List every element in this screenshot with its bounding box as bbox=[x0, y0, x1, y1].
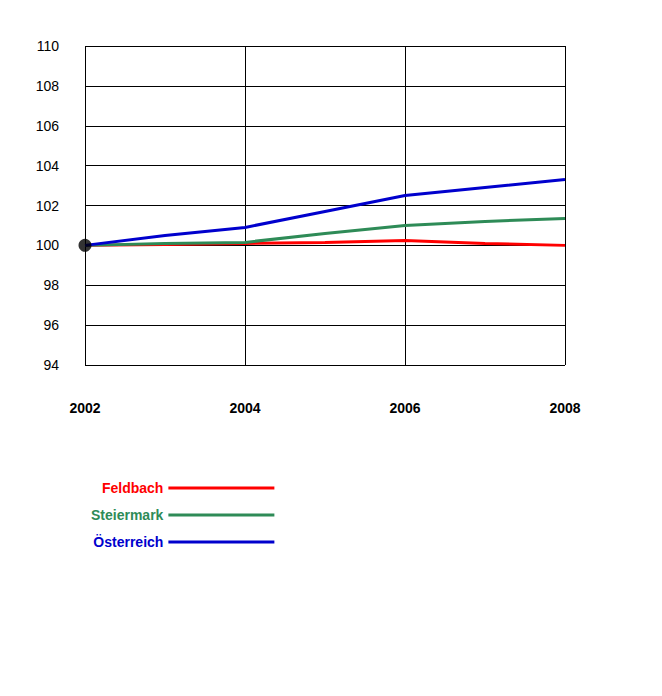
svg-text:100: 100 bbox=[36, 237, 60, 253]
svg-text:98: 98 bbox=[43, 277, 59, 293]
svg-text:96: 96 bbox=[43, 317, 59, 333]
svg-text:2004: 2004 bbox=[229, 400, 260, 416]
svg-text:94: 94 bbox=[43, 357, 59, 373]
svg-text:108: 108 bbox=[36, 78, 60, 94]
svg-text:Feldbach: Feldbach bbox=[102, 480, 163, 496]
svg-text:110: 110 bbox=[37, 38, 60, 54]
svg-text:2006: 2006 bbox=[389, 400, 420, 416]
svg-text:Steiermark: Steiermark bbox=[91, 507, 164, 523]
svg-text:2002: 2002 bbox=[69, 400, 100, 416]
svg-text:2008: 2008 bbox=[549, 400, 580, 416]
svg-text:106: 106 bbox=[36, 118, 60, 134]
svg-text:102: 102 bbox=[36, 198, 60, 214]
svg-text:104: 104 bbox=[36, 158, 60, 174]
svg-text:Österreich: Österreich bbox=[93, 534, 163, 550]
